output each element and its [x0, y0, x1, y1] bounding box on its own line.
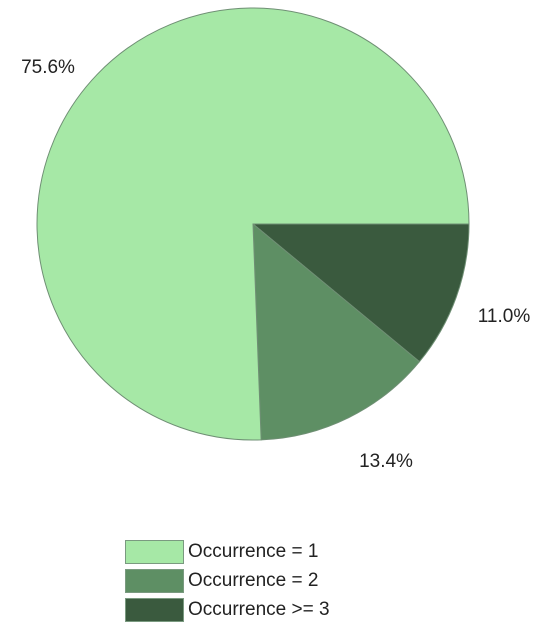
legend: Occurrence = 1 Occurrence = 2 Occurrence…	[125, 537, 385, 624]
pie-percent-labels: 75.6% 13.4% 11.0%	[21, 57, 530, 472]
legend-label-occurrence-3-plus: Occurrence >= 3	[188, 598, 330, 620]
pie-slice-occurrence-3-plus	[251, 223, 470, 363]
legend-swatch-occurrence-3-plus	[125, 597, 184, 622]
pie-slice-occurrence-1	[36, 7, 470, 441]
legend-swatch-occurrence-2	[125, 568, 184, 593]
pie-label-occurrence-1: 75.6%	[21, 57, 75, 78]
legend-label-occurrence-1: Occurrence = 1	[188, 540, 319, 562]
legend-label-occurrence-2: Occurrence = 2	[188, 569, 319, 591]
pie-label-occurrence-3-plus: 11.0%	[478, 306, 531, 327]
legend-item: Occurrence >= 3	[125, 595, 385, 624]
legend-item: Occurrence = 2	[125, 566, 385, 595]
legend-item: Occurrence = 1	[125, 537, 385, 566]
pie-label-occurrence-2: 13.4%	[359, 451, 413, 472]
pie-slices	[36, 7, 470, 441]
pie-slice-occurrence-2	[252, 222, 421, 441]
legend-swatch-occurrence-1	[125, 539, 184, 564]
